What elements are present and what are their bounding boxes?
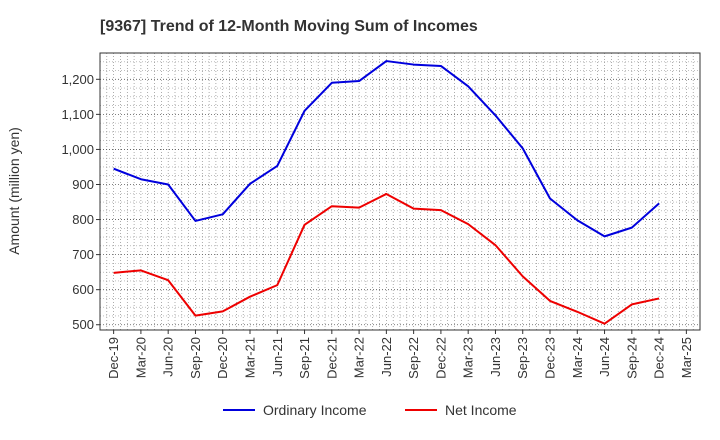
legend-label-ordinary-income: Ordinary Income bbox=[263, 402, 367, 418]
grid-layer bbox=[99, 53, 701, 330]
series-line-net-income bbox=[113, 192, 660, 325]
x-tick-label: Mar-20 bbox=[133, 337, 148, 378]
y-tick-label: 600 bbox=[72, 282, 94, 297]
x-tick-label: Mar-22 bbox=[352, 337, 367, 378]
y-tick-label: 1,000 bbox=[61, 142, 94, 157]
x-tick-label: Sep-21 bbox=[297, 337, 312, 379]
x-tick-label: Mar-25 bbox=[679, 337, 694, 378]
x-tick-label: Dec-22 bbox=[433, 337, 448, 379]
x-tick-label: Mar-24 bbox=[570, 337, 585, 378]
x-tick-label: Dec-21 bbox=[324, 337, 339, 379]
y-tick-label: 1,200 bbox=[61, 72, 94, 87]
y-axis-label: Amount (million yen) bbox=[6, 127, 22, 255]
x-tick-label: Jun-23 bbox=[488, 337, 503, 377]
x-tick-label: Jun-21 bbox=[270, 337, 285, 377]
axis-layer: 500 600 700 800 900 1,000 1,100 1,200 Dec-19 Mar-… bbox=[61, 52, 701, 379]
x-tick-label: Dec-23 bbox=[543, 337, 558, 379]
x-tick-label: Dec-19 bbox=[106, 337, 121, 379]
y-tick-label: 500 bbox=[72, 317, 94, 332]
x-tick-label: Sep-24 bbox=[624, 337, 639, 379]
x-tick-label: Sep-22 bbox=[406, 337, 421, 379]
x-tick-label: Sep-20 bbox=[188, 337, 203, 379]
y-tick-label: 1,100 bbox=[61, 107, 94, 122]
legend-label-net-income: Net Income bbox=[445, 402, 517, 418]
chart-title: [9367] Trend of 12-Month Moving Sum of I… bbox=[100, 18, 478, 35]
x-tick-label: Dec-24 bbox=[652, 337, 667, 379]
y-tick-label: 900 bbox=[72, 177, 94, 192]
x-tick-label: Jun-20 bbox=[161, 337, 176, 377]
x-tick-label: Jun-22 bbox=[379, 337, 394, 377]
y-tick-label: 800 bbox=[72, 212, 94, 227]
x-tick-label: Mar-23 bbox=[461, 337, 476, 378]
x-tick-label: Mar-21 bbox=[243, 337, 258, 378]
x-tick-label: Sep-23 bbox=[515, 337, 530, 379]
x-tick-label: Jun-24 bbox=[597, 337, 612, 377]
y-tick-label: 700 bbox=[72, 247, 94, 262]
legend: Ordinary Income Net Income bbox=[223, 402, 517, 418]
x-tick-label: Dec-20 bbox=[215, 337, 230, 379]
plot-border bbox=[99, 52, 701, 331]
series-line-ordinary-income bbox=[113, 60, 660, 238]
series-layer bbox=[113, 60, 660, 325]
